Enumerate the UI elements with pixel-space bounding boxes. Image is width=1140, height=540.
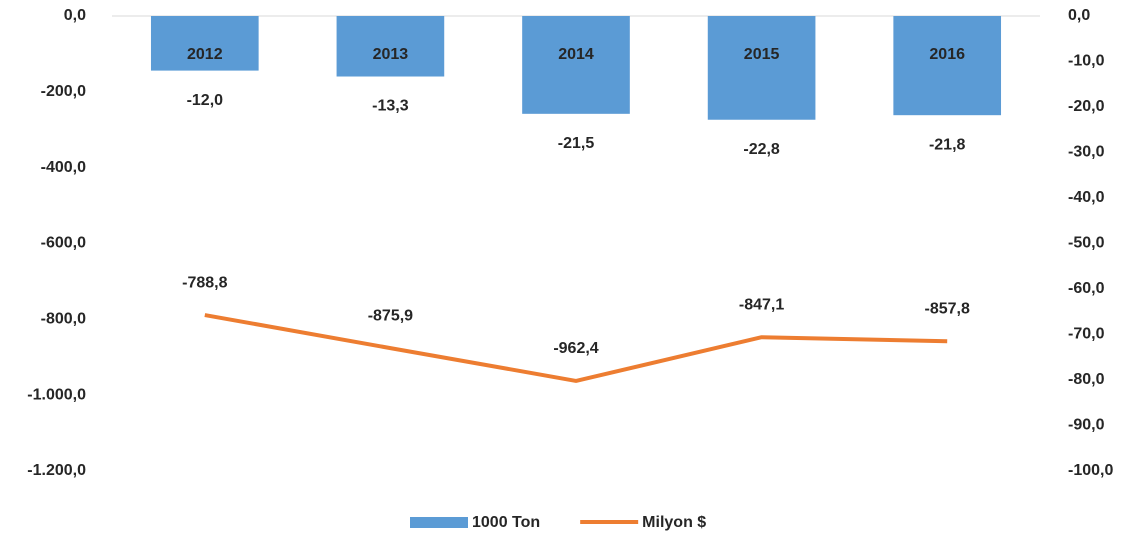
bar [893, 16, 1002, 116]
legend-swatch [410, 517, 468, 528]
bar [522, 16, 630, 114]
legend-label: 1000 Ton [472, 514, 540, 531]
bar [150, 16, 259, 71]
bar-value-label: -21,5 [558, 135, 595, 152]
bar [336, 16, 445, 77]
y2-tick-label: -100,0 [1068, 462, 1113, 479]
y-tick-label: -1.000,0 [27, 386, 86, 403]
y-tick-label: -800,0 [41, 311, 86, 328]
y2-tick-label: -90,0 [1068, 417, 1105, 434]
y2-tick-label: -50,0 [1068, 235, 1105, 252]
line-value-label: -857,8 [925, 300, 970, 317]
y2-tick-label: -60,0 [1068, 280, 1105, 297]
y-tick-label: -400,0 [41, 159, 86, 176]
line-value-label: -962,4 [553, 340, 598, 357]
bar-value-label: -12,0 [187, 92, 224, 109]
bar-value-label: -13,3 [372, 98, 409, 115]
category-label: 2012 [187, 46, 223, 63]
line [204, 313, 948, 383]
category-label: 2016 [929, 46, 965, 63]
y2-tick-label: -40,0 [1068, 189, 1105, 206]
bar [707, 16, 816, 120]
y2-tick-label: -10,0 [1068, 53, 1105, 70]
category-label: 2015 [744, 46, 780, 63]
y2-tick-label: -20,0 [1068, 98, 1105, 115]
legend-label: Milyon $ [642, 514, 706, 531]
line-value-label: -847,1 [739, 296, 784, 313]
line-value-label: -788,8 [182, 274, 227, 291]
y-tick-label: -600,0 [41, 235, 86, 252]
bar-value-label: -21,8 [929, 136, 966, 153]
y-tick-label: -200,0 [41, 83, 86, 100]
y-tick-label: 0,0 [64, 7, 86, 24]
line-value-label: -875,9 [368, 307, 413, 324]
category-label: 2013 [373, 46, 409, 63]
y2-tick-label: 0,0 [1068, 7, 1090, 24]
bar-value-label: -22,8 [743, 141, 780, 158]
y2-tick-label: -80,0 [1068, 371, 1105, 388]
y2-tick-label: -70,0 [1068, 326, 1105, 343]
category-label: 2014 [558, 46, 594, 63]
y-tick-label: -1.200,0 [27, 462, 86, 479]
y2-tick-label: -30,0 [1068, 144, 1105, 161]
